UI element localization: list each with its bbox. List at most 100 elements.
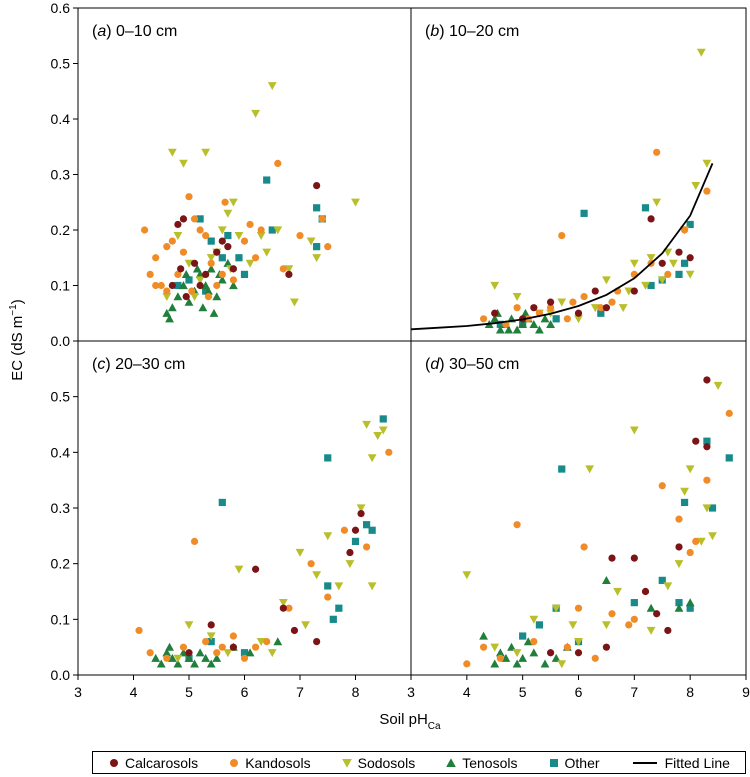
point-sodosols xyxy=(663,248,673,257)
point-sodosols xyxy=(641,281,650,290)
point-sodosols xyxy=(618,304,628,313)
y-axis-top-tick-label: 0.4 xyxy=(51,111,71,127)
point-other xyxy=(552,315,560,323)
point-other xyxy=(224,231,232,240)
point-tenosols xyxy=(521,308,530,317)
panel-c: (c) 20–30 cm xyxy=(92,356,393,668)
point-tenosols xyxy=(162,308,172,317)
point-calcarosols xyxy=(574,649,583,657)
point-tenosols xyxy=(190,659,199,668)
point-calcarosols xyxy=(630,287,638,295)
point-calcarosols xyxy=(279,604,287,612)
point-tenosols xyxy=(490,314,500,323)
y-axis-label: EC (dS m−1) xyxy=(8,299,26,380)
point-sodosols xyxy=(629,259,639,268)
point-other xyxy=(703,437,711,445)
point-other xyxy=(351,537,360,545)
point-other xyxy=(196,215,204,223)
point-tenosols xyxy=(217,275,227,284)
x-axis-right-tick-label: 7 xyxy=(630,684,638,700)
point-calcarosols xyxy=(252,565,260,573)
x-axis-label: Soil pHCa xyxy=(379,711,441,732)
point-other xyxy=(580,209,588,217)
point-kandosols xyxy=(591,654,599,662)
panel-b-title: (b) 10–20 cm xyxy=(425,23,519,40)
point-tenosols xyxy=(201,281,211,290)
point-sodosols xyxy=(223,649,233,658)
point-kandosols xyxy=(196,226,204,234)
point-kandosols xyxy=(569,298,577,306)
point-kandosols xyxy=(179,248,188,256)
point-kandosols xyxy=(221,198,229,206)
point-sodosols xyxy=(301,621,310,630)
fitted-line xyxy=(410,163,714,331)
point-kandosols xyxy=(625,621,633,629)
legend-item-calcarosols: Calcarosols xyxy=(108,755,198,771)
point-calcarosols xyxy=(546,298,555,306)
point-kandosols xyxy=(188,287,196,295)
point-sodosols xyxy=(691,182,701,190)
point-calcarosols xyxy=(608,554,616,562)
point-kandosols xyxy=(240,654,249,662)
point-sodosols xyxy=(551,604,561,613)
point-tenosols xyxy=(504,325,514,334)
point-sodosols xyxy=(362,420,371,429)
point-calcarosols xyxy=(703,443,711,451)
point-kandosols xyxy=(703,476,711,484)
point-tenosols xyxy=(646,603,656,612)
point-tenosols xyxy=(501,653,511,662)
point-calcarosols xyxy=(591,287,599,295)
y-axis-bottom-tick-label: 0.1 xyxy=(51,611,71,627)
point-sodosols xyxy=(490,643,500,652)
y-axis-top-tick-label: 0.5 xyxy=(51,56,71,72)
legend-item-kandosols: Kandosols xyxy=(228,755,311,771)
point-sodosols xyxy=(462,571,472,580)
point-other xyxy=(313,204,321,212)
point-sodosols xyxy=(557,298,567,307)
point-kandosols xyxy=(157,281,165,290)
point-sodosols xyxy=(190,293,199,301)
point-sodosols xyxy=(367,582,377,591)
point-sodosols xyxy=(256,231,266,240)
point-other xyxy=(496,320,504,328)
point-calcarosols xyxy=(213,248,221,256)
point-sodosols xyxy=(217,226,227,235)
point-sodosols xyxy=(256,638,266,646)
point-kandosols xyxy=(218,643,226,651)
point-tenosols xyxy=(495,648,505,657)
point-kandosols xyxy=(513,521,521,529)
legend-item-fitted-line: Fitted Line xyxy=(630,755,730,771)
point-sodosols xyxy=(201,148,211,157)
point-sodosols xyxy=(179,159,188,168)
point-kandosols xyxy=(680,226,689,234)
point-kandosols xyxy=(479,315,488,323)
point-tenosols xyxy=(173,659,183,668)
y-axis-bottom-tick-label: 0.2 xyxy=(51,556,71,572)
point-calcarosols xyxy=(290,626,299,635)
legend-marker-other xyxy=(549,758,558,767)
point-sodosols xyxy=(685,270,695,279)
x-axis-right-tick-label: 3 xyxy=(407,684,415,700)
point-sodosols xyxy=(529,615,539,624)
point-other xyxy=(379,415,387,423)
point-other xyxy=(207,638,215,646)
point-other xyxy=(647,281,655,290)
point-calcarosols xyxy=(351,526,360,534)
point-kandosols xyxy=(202,638,210,646)
point-sodosols xyxy=(568,621,578,630)
point-calcarosols xyxy=(229,643,237,651)
point-calcarosols xyxy=(686,254,694,262)
point-sodosols xyxy=(334,582,344,591)
point-sodosols xyxy=(323,532,333,541)
point-sodosols xyxy=(574,638,583,646)
point-sodosols xyxy=(184,259,194,268)
point-kandosols xyxy=(340,526,348,534)
y-axis-top-tick-label: 0.2 xyxy=(51,222,71,238)
point-other xyxy=(597,309,605,317)
point-tenosols xyxy=(192,264,202,273)
point-other xyxy=(185,276,193,284)
point-other xyxy=(641,204,650,212)
point-sodosols xyxy=(629,426,639,435)
point-tenosols xyxy=(206,264,216,273)
point-tenosols xyxy=(518,319,528,328)
